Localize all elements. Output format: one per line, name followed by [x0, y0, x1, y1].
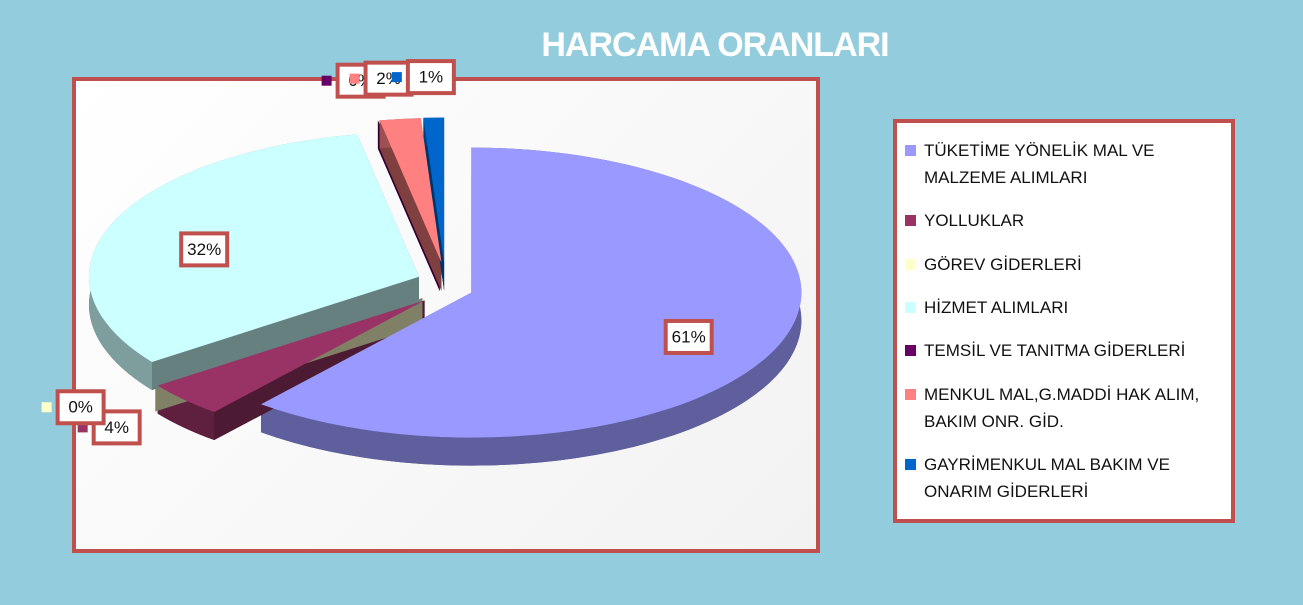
- slice-tops: [88, 117, 802, 438]
- data-label: 0%: [68, 398, 93, 417]
- legend-key: [905, 301, 916, 313]
- data-label-box: [179, 231, 230, 268]
- legend-key: [905, 258, 916, 270]
- legend: TÜKETİME YÖNELİK MAL VE MALZEME ALIMLARI…: [893, 119, 1235, 523]
- slice: [155, 298, 423, 384]
- legend-item: GAYRİMENKUL MAL BAKIM VE ONARIM GİDERLER…: [897, 451, 1231, 505]
- slice: [157, 300, 425, 413]
- data-label-key: [165, 244, 176, 255]
- data-label-key: [77, 422, 88, 433]
- data-label: 61%: [672, 327, 706, 346]
- legend-label: GÖREV GİDERLERİ: [924, 254, 1082, 274]
- data-label: 32%: [187, 240, 221, 259]
- legend-label: MENKUL MAL,G.MADDİ HAK ALIM, BAKIM ONR. …: [924, 384, 1200, 431]
- legend-key: [905, 145, 916, 157]
- chart-title: HARCAMA ORANLARI: [541, 26, 889, 64]
- data-label-key: [649, 331, 660, 342]
- legend-item: HİZMET ALIMLARI: [897, 294, 1231, 321]
- slice-side: [260, 147, 802, 466]
- data-label-key: [321, 75, 332, 86]
- data-label-key: [391, 72, 402, 83]
- slice-edge: [151, 276, 419, 390]
- data-label: 4%: [104, 418, 129, 437]
- legend-key: [905, 388, 916, 400]
- slice-edge: [379, 120, 442, 291]
- legend-item: YOLLUKLAR: [897, 207, 1231, 234]
- legend-key: [905, 215, 916, 227]
- slice: [423, 117, 445, 263]
- legend-key: [905, 345, 916, 357]
- legend-label: GAYRİMENKUL MAL BAKIM VE ONARIM GİDERLER…: [924, 454, 1170, 501]
- data-label-box: [91, 409, 142, 446]
- legend-item: GÖREV GİDERLERİ: [897, 251, 1231, 278]
- slice: [88, 134, 419, 362]
- slice: [260, 147, 802, 438]
- legend-item: TEMSİL VE TANITMA GİDERLERİ: [897, 337, 1231, 364]
- legend-label: TÜKETİME YÖNELİK MAL VE MALZEME ALIMLARI: [924, 141, 1155, 188]
- data-label-key: [41, 402, 52, 413]
- data-label-key: [349, 73, 360, 84]
- data-label: 1%: [419, 68, 444, 87]
- data-label-box: [55, 389, 106, 426]
- legend-key: [905, 458, 916, 470]
- data-label-box: [663, 318, 714, 355]
- legend-label: TEMSİL VE TANITMA GİDERLERİ: [924, 341, 1186, 361]
- legend-label: HİZMET ALIMLARI: [924, 297, 1069, 317]
- legend-item: TÜKETİME YÖNELİK MAL VE MALZEME ALIMLARI: [897, 137, 1231, 191]
- data-label-box: [363, 60, 414, 97]
- data-label-box: [405, 59, 456, 96]
- legend-item: MENKUL MAL,G.MADDİ HAK ALIM, BAKIM ONR. …: [897, 381, 1231, 435]
- legend-label: YOLLUKLAR: [924, 211, 1025, 231]
- slice: [379, 118, 442, 263]
